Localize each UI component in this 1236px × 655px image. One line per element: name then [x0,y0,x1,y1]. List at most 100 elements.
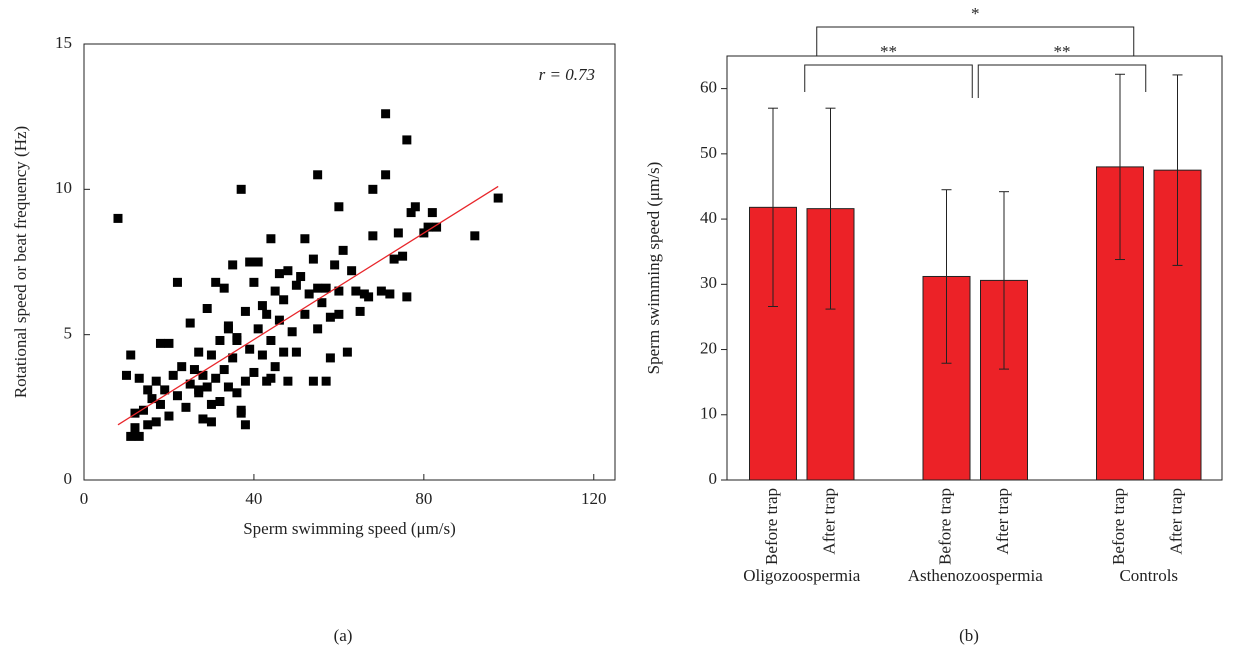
x-tick-label: After trap [819,488,838,555]
point [134,373,144,383]
point [206,350,216,360]
point [308,376,318,386]
x-axis-label: Sperm swimming speed (μm/s) [243,519,456,538]
point [172,391,182,401]
point [317,298,327,308]
point [236,408,246,418]
point [232,388,242,398]
point [121,370,131,380]
group-label: Asthenozoospermia [908,566,1043,585]
point [240,306,250,316]
point [398,251,408,261]
x-tick-label: Before trap [762,488,781,565]
point [168,370,178,380]
point [130,408,140,418]
point [253,324,263,334]
point [155,399,165,409]
point [198,370,208,380]
point [130,423,140,433]
plot-frame [726,55,1223,481]
point [368,184,378,194]
point [198,414,208,424]
point [143,385,153,395]
point [185,318,195,328]
point [143,420,153,430]
point [245,344,255,354]
point [181,402,191,412]
point [160,385,170,395]
annotation: r = 0.73 [539,65,595,84]
point [402,292,412,302]
point [240,376,250,386]
panel-label: (a) [334,626,353,645]
point [219,365,229,375]
x-tick-label: 80 [415,489,432,508]
point [177,362,187,372]
significance-label: ** [880,42,897,61]
x-tick-label: 40 [245,489,262,508]
point [270,362,280,372]
point [274,269,284,279]
y-tick-label: 15 [55,33,72,52]
point [249,277,259,287]
y-axis-label: Rotational speed or beat frequency (Hz) [11,126,30,398]
point [215,397,225,407]
y-tick-label: 0 [709,469,718,488]
y-tick-label: 20 [700,338,717,357]
y-tick-label: 50 [700,143,717,162]
point [325,312,335,322]
point [249,367,259,377]
point [266,234,276,244]
point [287,327,297,337]
point [493,193,503,203]
point [236,184,246,194]
point [194,385,204,395]
fit-line [117,185,499,426]
point [313,324,323,334]
point [245,257,255,267]
x-tick-label: 120 [581,489,607,508]
point [330,260,340,270]
point [432,222,442,232]
y-tick-label: 10 [55,178,72,197]
significance-bracket [816,26,1135,56]
point [274,315,284,325]
panel-label: (b) [959,626,979,645]
point [219,283,229,293]
point [279,347,289,357]
point [232,333,242,343]
point [151,417,161,427]
plot-frame [83,43,616,481]
point [385,289,395,299]
y-tick-label: 0 [64,469,73,488]
point [283,266,293,276]
x-tick-label: 0 [80,489,89,508]
point [381,109,391,119]
point [291,347,301,357]
point [300,309,310,319]
point [313,283,323,293]
point [347,266,357,276]
x-tick-label: Before trap [1109,488,1128,565]
point [266,373,276,383]
point [325,353,335,363]
point [351,286,361,296]
point [194,347,204,357]
point [342,347,352,357]
point [211,373,221,383]
y-tick-label: 10 [700,404,717,423]
point [338,245,348,255]
x-tick-label: After trap [993,488,1012,555]
point [262,309,272,319]
y-tick-label: 30 [700,273,717,292]
point [406,208,416,218]
point [300,234,310,244]
significance-bracket [804,64,973,98]
point [253,257,263,267]
point [291,280,301,290]
y-axis-label: Sperm swimming speed (μm/s) [644,162,663,375]
point [283,376,293,386]
point [113,213,123,223]
significance-bracket [977,64,1147,98]
significance-label: ** [1054,42,1071,61]
